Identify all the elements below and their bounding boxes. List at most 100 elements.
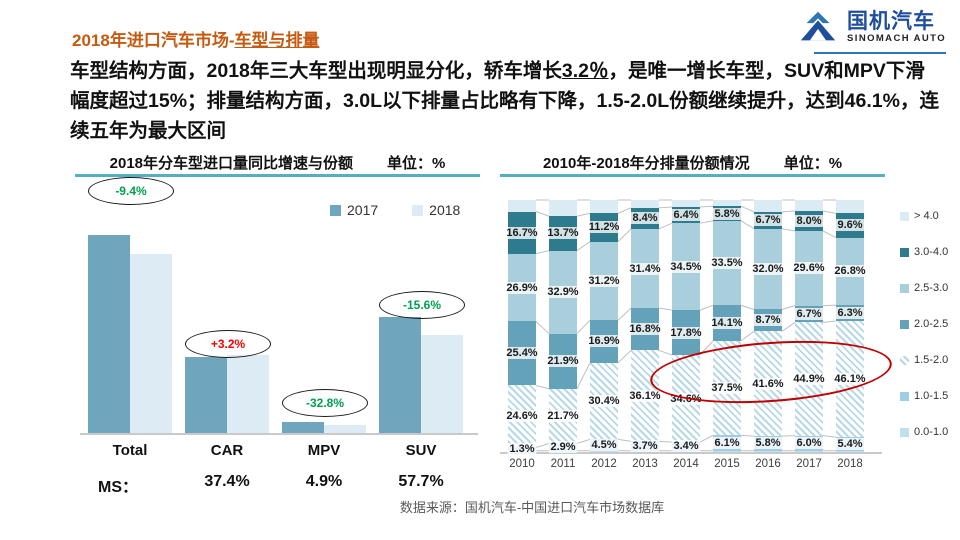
segment-label-2010-2.5-3.0: 26.9% [504,281,540,294]
displacement-stacked-chart: 1.3% 24.6% 25.4% 26.9% 16.7% 2010 2.9% 21.7% 21.… [500,180,955,480]
segment-label-2012-3.0-4.0: 11.2% [586,221,622,234]
segment-label-2017-2.0-2.5: 6.7% [794,308,824,321]
segment-label-2015-3.0-4.0: 5.8% [712,207,742,220]
segment-label-2017-1.0-1.5: 6.0% [794,437,824,450]
segment-label-2011-3.0-4.0: 13.7% [545,227,581,240]
summary-text: 车型结构方面，2018年三大车型出现明显分化，轿车增长3.2％，是唯一增长车型，… [70,56,942,146]
legend-item-1.0-1.5: 1.0-1.5 [900,390,948,402]
segment-label-2014-2.5-3.0: 34.5% [668,260,704,273]
segment-label-2015-2.5-3.0: 33.5% [709,257,745,270]
growth-annotation-suv: -15.6% [379,290,465,319]
segment-label-2012-1.5-2.0: 30.4% [586,395,622,408]
segment-label-2011-2.5-3.0: 32.9% [545,286,581,299]
legend-item-3.0-4.0: 3.0-4.0 [900,246,948,258]
x-tick-2016: 2016 [755,458,781,470]
segment-label-2010-1.0-1.5: 1.3% [507,443,537,456]
segment-2016->4.0 [754,200,782,212]
legend-swatch-2017 [330,204,341,216]
segment-label-2013-1.5-2.0: 36.1% [627,389,663,402]
segment-2017->4.0 [795,200,823,211]
left-chart-x-axis [80,433,478,435]
legend-label->4.0: > 4.0 [914,210,939,222]
segment-label-2012-2.0-2.5: 16.9% [586,335,622,348]
bar-2018-total [130,253,172,433]
segment-label-2016-1.5-2.0: 41.6% [750,377,786,390]
left-chart-unit-label: 单位：% [387,155,446,172]
legend-swatch-3.0-4.0 [900,247,909,257]
logo-text: 国机汽车 SINOMACH AUTO [847,9,946,44]
segment-label-2014-2.0-2.5: 17.8% [668,326,704,339]
x-tick-2013: 2013 [632,458,658,470]
segment-2010->4.0 [508,200,536,212]
market-share-mpv: 4.9% [305,473,343,490]
legend-label-2017: 2017 [347,202,379,218]
x-tick-2012: 2012 [591,458,617,470]
left-chart-title-text: 2018年分车型进口量同比增速与份额 [109,155,354,172]
segment-2018->4.0 [836,200,864,214]
legend-swatch-2018 [412,204,424,216]
left-chart-legend: 2017 2018 [330,202,460,218]
segment-label-2012-1.0-1.5: 4.5% [589,439,619,452]
segment-label-2017-3.0-4.0: 8.0% [794,214,824,227]
summary-part3: ，是唯一增长车型，SUV和MPV下滑幅度超过15%；排量结构方面，3.0L以下排… [70,60,939,142]
segment-2011->4.0 [549,200,577,217]
left-chart-title-rule [75,174,480,177]
x-label-car: CAR [210,442,244,459]
segment-2016-0.0-1.0 [754,450,782,452]
legend-swatch-2.5-3.0 [900,283,909,293]
legend-label-3.0-4.0: 3.0-4.0 [914,246,949,258]
legend-swatch-1.0-1.5 [900,391,909,401]
legend-item-2018: 2018 [412,202,460,218]
logo-name-cn: 国机汽车 [847,9,936,33]
segment-label-2015-1.0-1.5: 6.1% [712,437,742,450]
left-chart-title: 2018年分车型进口量同比增速与份额 单位：% [75,152,480,173]
segment-label-2018-3.0-4.0: 9.6% [835,219,865,232]
segment-label-2017-2.5-3.0: 29.6% [791,262,827,275]
segment-label-2018-2.0-2.5: 6.3% [835,307,865,320]
legend-label-2018: 2018 [429,202,461,218]
segment-label-2014-1.0-1.5: 3.4% [671,440,701,453]
segment-label-2016-2.5-3.0: 32.0% [750,263,786,276]
legend-label-0.0-1.0: 0.0-1.0 [914,426,949,438]
bar-2017-car [185,356,227,433]
logo-underline [814,52,946,54]
page-title-emphasis: 车型与排量 [234,31,320,50]
legend-label-2.5-3.0: 2.5-3.0 [914,282,949,294]
legend-swatch-1.5-2.0 [900,355,909,365]
vehicle-type-bar-chart: 2017 2018 Total -9.4% CAR +3.2% 37.4% MPV -32.8%… [80,177,480,500]
x-tick-2014: 2014 [673,458,699,470]
segment-label-2016-1.0-1.5: 5.8% [753,437,783,450]
x-tick-2017: 2017 [796,458,822,470]
right-chart-unit-label: 单位：% [783,155,843,172]
company-logo: 国机汽车 SINOMACH AUTO [797,8,946,46]
growth-annotation-total: -9.4% [88,177,174,205]
segment-label-2018-1.0-1.5: 5.4% [835,437,865,450]
segment-label-2010-1.5-2.0: 24.6% [504,410,540,423]
segment-label-2018-2.5-3.0: 26.8% [832,265,868,278]
right-chart-x-axis [500,452,882,454]
segment-label-2010-2.0-2.5: 25.4% [504,347,540,360]
bar-2018-suv [421,335,463,433]
data-source-note: 数据来源：国机汽车-中国进口汽车市场数据库 [399,500,665,515]
segment-label-2011-2.0-2.5: 21.9% [545,355,581,368]
legend-label-2.0-2.5: 2.0-2.5 [914,318,949,330]
segment-2012->4.0 [590,200,618,214]
segment-2015->4.0 [713,200,741,207]
market-share-car: 37.4% [204,473,250,490]
growth-annotation-car: +3.2% [185,329,271,358]
legend-swatch-0.0-1.0 [900,427,909,437]
right-chart-title-rule [500,174,885,177]
segment-2014->4.0 [672,200,700,208]
segment-2015-0.0-1.0 [713,450,741,452]
legend-item-1.5-2.0: 1.5-2.0 [900,354,948,366]
segment-label-2015-2.0-2.5: 14.1% [709,317,745,330]
segment-label-2018-1.5-2.0: 46.1% [832,373,868,386]
segment-2018-0.0-1.0 [836,450,864,452]
segment-label-2014-1.5-2.0: 34.6% [668,392,704,405]
segment-label-2017-1.5-2.0: 44.9% [791,373,827,386]
right-chart-title-text: 2010年-2018年分排量份额情况 [542,155,750,172]
legend-label-1.0-1.5: 1.0-1.5 [914,390,949,402]
bar-2017-suv [379,316,421,433]
segment-label-2013-2.0-2.5: 16.8% [627,323,663,336]
market-share-suv: 57.7% [398,473,444,490]
